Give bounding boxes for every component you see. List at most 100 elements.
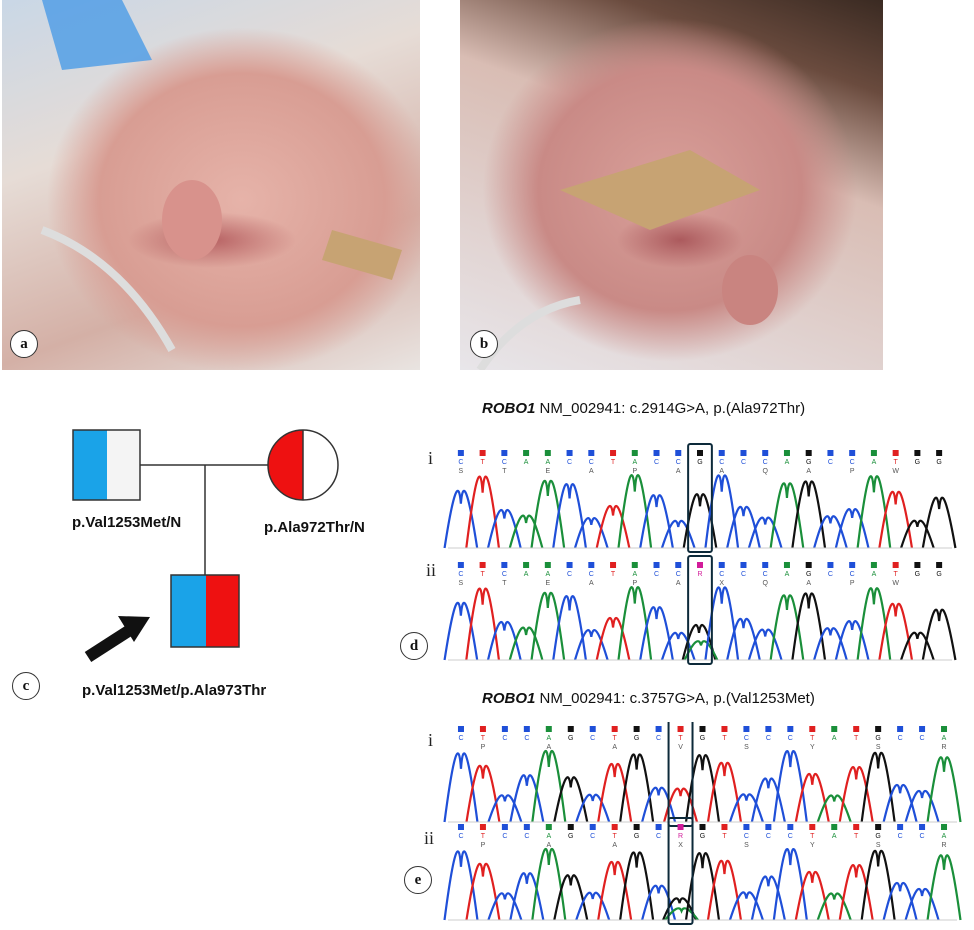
e-ii-base-call-3: C (524, 833, 529, 840)
d-i-aa-10: A (676, 468, 681, 475)
d-i-base-call-15: A (785, 459, 790, 466)
e-ii-peak-18 (838, 864, 874, 921)
d-i-base-marker-1 (479, 450, 486, 456)
e-i-base-marker-9 (655, 726, 662, 732)
d-ii-base-call-10: C (676, 571, 681, 578)
e-ii-base-marker-6 (589, 824, 596, 830)
d-ii-base-call-14: C (763, 571, 768, 578)
d-i-base-call-0: C (458, 459, 463, 466)
d-i-base-marker-20 (892, 450, 899, 456)
e-i-base-marker-11 (699, 726, 706, 732)
e-i-aa-19: S (876, 744, 881, 751)
d-ii-base-marker-12 (718, 562, 725, 568)
gene-name-e: ROBO1 (482, 690, 536, 707)
e-ii-base-call-15: C (788, 833, 793, 840)
e-i-base-call-19: G (875, 735, 880, 742)
d-ii-base-marker-8 (631, 562, 638, 568)
e-ii-peak-12 (706, 859, 743, 921)
d-ii-base-marker-20 (892, 562, 899, 568)
e-i-base-marker-6 (589, 726, 596, 732)
proband-outline (170, 574, 240, 648)
e-ii-base-call-10: R (678, 833, 683, 840)
d-i-peak-2 (486, 508, 522, 549)
tape-shape (322, 230, 402, 280)
e-ii-base-call-0: C (458, 833, 463, 840)
e-i-peak-2 (487, 794, 523, 823)
proband-maternal-half (206, 575, 239, 647)
d-ii-peak-7 (595, 616, 631, 661)
d-i-base-call-22: G (936, 459, 941, 466)
d-i-base-call-20: T (894, 459, 899, 466)
d-ii-base-call-18: C (850, 571, 855, 578)
d-ii-aa-0: S (459, 580, 464, 587)
e-ii-peak-17 (816, 892, 852, 921)
d-i-aa-16: A (806, 468, 811, 475)
d-i-aa-6: A (589, 468, 594, 475)
e-i-peak-0 (443, 752, 479, 823)
e-ii-base-call-9: C (656, 833, 661, 840)
d-i-base-call-11: G (697, 459, 702, 466)
e-ii-base-marker-8 (633, 824, 640, 830)
arrow-shaft (84, 624, 134, 663)
e-i-aa-10: V (678, 744, 683, 751)
d-ii-peak-13 (726, 617, 761, 661)
e-ii-peak-20 (882, 881, 918, 921)
d-i-base-call-19: A (872, 459, 877, 466)
e-i-base-call-17: A (832, 735, 837, 742)
d-ii-peak-2 (486, 620, 522, 661)
e-ii-base-call-13: C (744, 833, 749, 840)
e-i-peak-8 (619, 753, 655, 823)
d-i-base-call-5: C (567, 459, 572, 466)
d-i-aa-2: T (502, 468, 507, 475)
e-ii-base-call-21: C (920, 833, 925, 840)
d-ii-base-marker-7 (610, 562, 617, 568)
e-i-base-call-15: C (788, 735, 793, 742)
d-i-peak-17 (813, 515, 848, 549)
e-i-base-marker-0 (457, 726, 464, 732)
d-i-aa-4: E (545, 468, 550, 475)
d-i-aa-14: Q (762, 468, 768, 475)
trace-label-e-ii: ii (424, 828, 435, 848)
d-ii-aa-4: E (545, 580, 550, 587)
e-ii-peak-2 (487, 892, 523, 921)
e-ii-aa-4: A (546, 842, 551, 849)
e-i-peak-1 (465, 764, 501, 823)
d-ii-base-call-7: T (611, 571, 616, 578)
e-i-aa-16: Y (810, 744, 815, 751)
d-i-peak-0 (443, 489, 479, 549)
e-i-base-marker-4 (545, 726, 552, 732)
d-ii-peak-4 (530, 591, 566, 661)
d-ii-base-call-8: A (632, 571, 637, 578)
e-ii-base-marker-20 (897, 824, 904, 830)
e-i-base-call-13: C (744, 735, 749, 742)
panel-label-d: d (400, 632, 428, 660)
d-i-base-marker-0 (457, 450, 464, 456)
e-i-base-marker-12 (721, 726, 728, 732)
e-i-peak-5 (553, 776, 589, 823)
d-ii-base-marker-1 (479, 562, 486, 568)
e-ii-base-marker-4 (545, 824, 552, 830)
e-i-peak-21 (904, 790, 940, 823)
e-i-base-marker-18 (853, 726, 860, 732)
e-i-base-marker-16 (809, 726, 816, 732)
d-ii-base-marker-6 (588, 562, 595, 568)
e-i-base-marker-3 (523, 726, 530, 732)
e-i-base-call-2: C (502, 735, 507, 742)
d-ii-peak-12 (704, 586, 740, 661)
e-ii-peak-19 (860, 850, 896, 921)
e-i-base-call-3: C (524, 735, 529, 742)
d-ii-aa-14: Q (762, 580, 768, 587)
tube-shape (40, 226, 176, 352)
e-i-peak-18 (838, 766, 874, 823)
d-i-peak-19 (856, 475, 892, 549)
ear-shape (722, 255, 778, 325)
proband-arrow (84, 616, 150, 663)
arrow-head (118, 616, 150, 642)
d-ii-peak-20 (878, 602, 914, 661)
d-i-base-marker-19 (870, 450, 877, 456)
d-i-aa-8: P (632, 468, 637, 475)
e-i-base-marker-5 (567, 726, 574, 732)
d-ii-peak-15 (769, 594, 805, 661)
d-ii-aa-10: A (676, 580, 681, 587)
e-i-base-marker-15 (787, 726, 794, 732)
